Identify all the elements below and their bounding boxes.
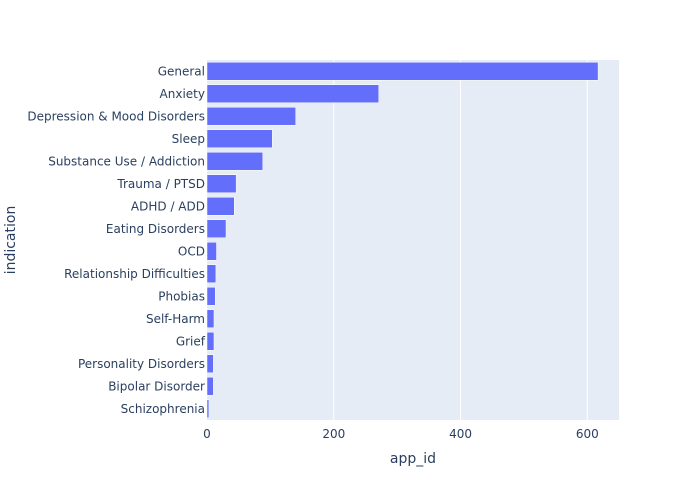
- bar-2: [206, 107, 296, 126]
- y-tick-label: Self-Harm: [146, 312, 205, 326]
- bar-8: [206, 242, 217, 261]
- bar-15: [206, 399, 210, 418]
- y-tick-label: Bipolar Disorder: [108, 379, 205, 393]
- x-axis-title: app_id: [390, 451, 436, 467]
- y-tick-label: ADHD / ADD: [131, 199, 205, 213]
- bar-3: [206, 129, 273, 148]
- y-tick-label: Depression & Mood Disorders: [27, 109, 205, 123]
- x-tick-label: 0: [203, 427, 211, 441]
- y-tick-label: Phobias: [158, 289, 205, 303]
- y-tick-label: Grief: [176, 334, 206, 348]
- bar-5: [206, 174, 237, 193]
- y-axis-ticks: General Anxiety Depression & Mood Disorder…: [27, 64, 205, 416]
- bar-10: [206, 287, 216, 306]
- y-tick-label: Anxiety: [160, 87, 205, 101]
- bar-4: [206, 152, 264, 171]
- y-tick-label: Substance Use / Addiction: [48, 154, 205, 168]
- bar-11: [206, 309, 215, 328]
- y-axis-title: indication: [3, 206, 19, 275]
- y-tick-label: Schizophrenia: [121, 402, 205, 416]
- x-tick-label: 600: [576, 427, 599, 441]
- bar-12: [206, 332, 215, 351]
- x-axis-ticks: 0 200 400 600: [203, 427, 599, 441]
- bars: [206, 62, 599, 418]
- y-tick-label: Trauma / PTSD: [116, 177, 205, 191]
- bar-9: [206, 264, 217, 283]
- y-tick-label: General: [158, 64, 205, 78]
- y-tick-label: Sleep: [172, 132, 205, 146]
- bar-7: [206, 219, 227, 238]
- y-tick-label: Relationship Difficulties: [64, 267, 205, 281]
- bar-6: [206, 197, 235, 216]
- y-tick-label: Eating Disorders: [106, 222, 205, 236]
- x-tick-label: 400: [449, 427, 472, 441]
- bar-0: [206, 62, 599, 81]
- bar-14: [206, 377, 214, 396]
- x-tick-label: 200: [322, 427, 345, 441]
- bar-13: [206, 354, 214, 373]
- gridlines: [333, 60, 588, 420]
- y-tick-label: OCD: [178, 244, 205, 258]
- y-tick-label: Personality Disorders: [78, 357, 205, 371]
- bar-1: [206, 84, 380, 103]
